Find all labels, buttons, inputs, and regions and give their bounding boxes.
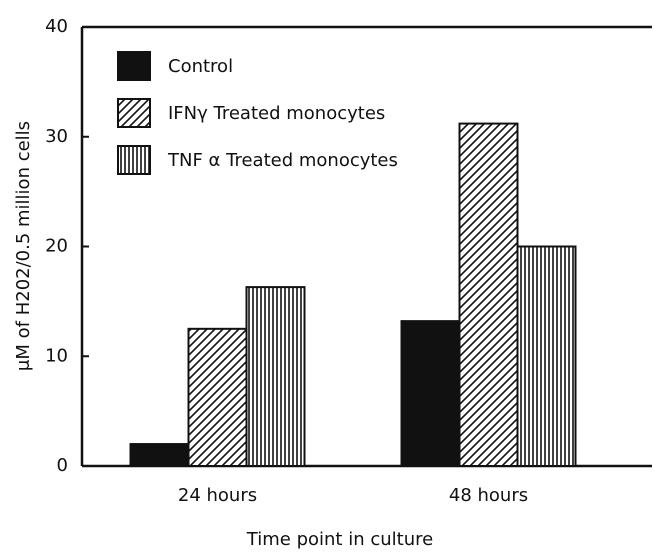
bar xyxy=(245,286,306,468)
bar xyxy=(129,443,190,467)
bar xyxy=(516,245,577,467)
y-tick-label: 10 xyxy=(45,345,68,366)
x-tick-label: 48 hours xyxy=(449,485,528,506)
y-tick-label: 40 xyxy=(45,16,68,37)
legend-swatch xyxy=(117,98,151,128)
bar xyxy=(400,320,461,467)
legend-swatch xyxy=(117,51,151,81)
legend-label: IFNγ Treated monocytes xyxy=(168,103,385,124)
bar xyxy=(458,122,519,468)
legend-label: Control xyxy=(168,56,233,77)
x-tick-label: 24 hours xyxy=(178,485,257,506)
bar xyxy=(187,327,248,467)
y-tick-label: 30 xyxy=(45,126,68,147)
y-axis-label: μM of H202/0.5 million cells xyxy=(13,121,34,371)
x-axis-label: Time point in culture xyxy=(246,529,433,550)
legend-swatch xyxy=(117,145,151,175)
legend-label: TNF α Treated monocytes xyxy=(167,150,398,171)
y-tick-label: 20 xyxy=(45,236,68,257)
y-tick-label: 0 xyxy=(57,455,68,476)
